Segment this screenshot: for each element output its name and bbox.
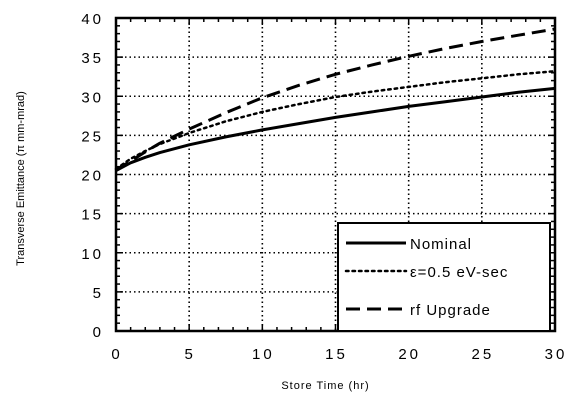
legend-box (337, 222, 551, 332)
series-line-2 (114, 69, 557, 171)
y-tick-label: 5 (93, 285, 104, 302)
series-lines (114, 27, 557, 172)
y-tick-labels: 0 5 10 15 20 25 30 35 40 (81, 11, 104, 341)
x-tick-label: 5 (184, 346, 195, 363)
x-tick-label: 25 (471, 346, 494, 363)
y-tick-label: 20 (81, 168, 104, 185)
legend: Nominal ε=0.5 eV-sec rf Upgrade (337, 222, 551, 332)
y-tick-label: 35 (81, 50, 104, 67)
y-tick-label: 10 (81, 246, 104, 263)
x-tick-label: 20 (398, 346, 421, 363)
legend-label-1: Nominal (410, 236, 472, 253)
y-tick-label: 15 (81, 207, 104, 224)
legend-label-2: ε=0.5 eV-sec (410, 264, 508, 281)
y-axis-label: Transverse Emittance (π mm-mrad) (15, 91, 27, 266)
x-tick-labels: 0 5 10 15 20 25 30 (111, 346, 568, 363)
y-tick-label: 30 (81, 89, 104, 106)
x-axis-label: Store Time (hr) (281, 380, 369, 392)
x-tick-label: 0 (111, 346, 122, 363)
series-line-3 (115, 27, 556, 172)
legend-label-3: rf Upgrade (410, 302, 491, 319)
x-tick-label: 30 (545, 346, 568, 363)
tick-marks (115, 17, 556, 332)
y-tick-label: 25 (81, 128, 104, 145)
series-line-1 (115, 86, 556, 172)
y-tick-label: 40 (81, 11, 104, 28)
x-tick-label: 10 (252, 346, 275, 363)
y-tick-label: 0 (93, 324, 104, 341)
x-tick-label: 15 (325, 346, 348, 363)
